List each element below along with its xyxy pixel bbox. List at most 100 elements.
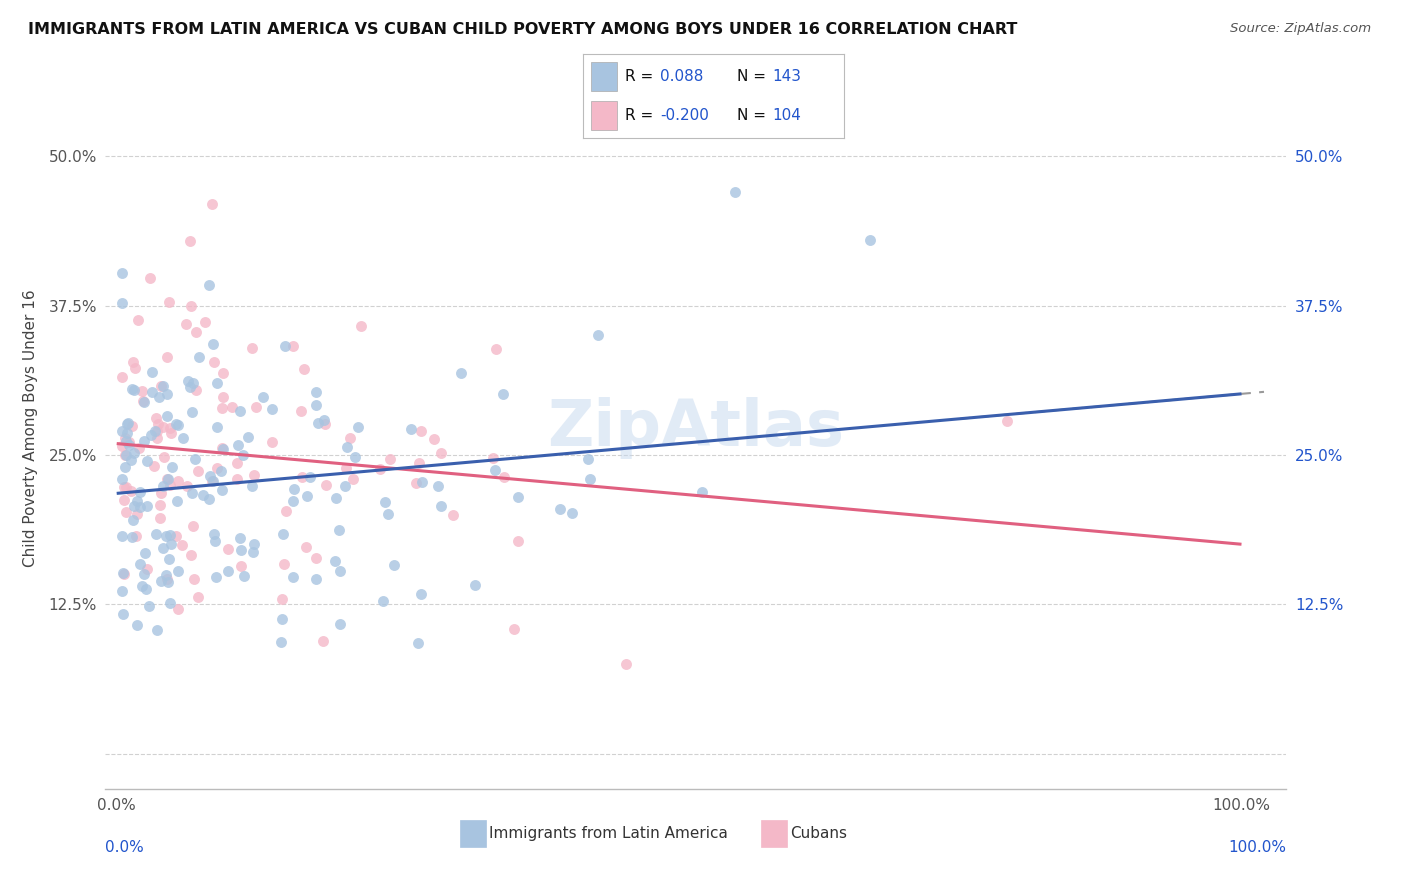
Point (122, 384, 145, 398)
Point (121, 418, 143, 433)
Point (134, 395, 156, 409)
Point (290, 404, 312, 418)
Point (146, 623, 169, 637)
Point (184, 326, 207, 340)
Point (141, 385, 163, 400)
Point (201, 474, 224, 488)
Point (112, 567, 135, 582)
Point (180, 486, 202, 500)
Point (325, 491, 347, 505)
Point (115, 425, 138, 440)
Text: R =: R = (626, 69, 654, 84)
Point (305, 550, 328, 565)
Point (120, 453, 142, 467)
Point (225, 471, 247, 485)
Point (315, 478, 337, 492)
Point (276, 503, 298, 517)
Point (115, 417, 138, 431)
Point (198, 277, 221, 292)
Point (202, 527, 225, 541)
Point (111, 296, 134, 310)
Point (153, 450, 176, 465)
Point (429, 446, 451, 460)
Point (172, 538, 194, 552)
Point (117, 416, 139, 430)
Point (156, 350, 179, 364)
Point (484, 462, 506, 476)
Point (111, 369, 134, 384)
Point (198, 468, 221, 483)
Point (121, 382, 143, 396)
Point (184, 451, 207, 466)
Bar (460, 820, 485, 847)
Point (114, 460, 136, 475)
Point (273, 557, 295, 571)
Point (135, 499, 157, 513)
Point (152, 541, 174, 556)
Point (252, 390, 274, 404)
Point (127, 618, 149, 632)
Point (238, 430, 260, 444)
Point (270, 591, 292, 606)
Point (181, 519, 204, 533)
Point (503, 622, 526, 636)
Point (121, 355, 143, 369)
Point (152, 419, 174, 434)
Point (209, 464, 232, 478)
Point (283, 482, 305, 496)
Point (450, 366, 472, 380)
Point (159, 528, 181, 542)
Point (187, 464, 209, 478)
Point (181, 376, 204, 390)
Point (111, 566, 134, 580)
Point (305, 572, 328, 586)
Point (350, 318, 373, 333)
Point (548, 502, 571, 516)
Point (149, 498, 172, 512)
Text: 100.0%: 100.0% (1229, 840, 1286, 855)
Point (135, 453, 157, 467)
Point (111, 583, 134, 598)
Point (114, 448, 136, 462)
Point (295, 489, 318, 503)
Point (128, 500, 150, 514)
Point (201, 197, 224, 211)
Point (374, 495, 396, 509)
Point (371, 594, 394, 608)
Point (166, 602, 188, 616)
Point (225, 456, 247, 470)
Text: N =: N = (737, 69, 766, 84)
Point (157, 552, 180, 566)
Point (146, 417, 169, 431)
Point (139, 271, 162, 285)
Point (111, 529, 134, 543)
Point (156, 472, 179, 486)
Point (120, 484, 142, 499)
Point (329, 564, 352, 578)
Point (179, 235, 201, 249)
Point (482, 451, 505, 466)
Point (226, 438, 249, 452)
Point (172, 431, 194, 445)
Point (295, 540, 318, 554)
Point (339, 431, 361, 445)
Point (406, 636, 429, 650)
Point (181, 405, 204, 419)
Text: -0.200: -0.200 (661, 108, 709, 123)
Point (294, 362, 316, 376)
Point (165, 529, 187, 543)
Point (205, 420, 228, 434)
FancyBboxPatch shape (592, 62, 617, 91)
Point (281, 493, 304, 508)
Point (156, 472, 179, 486)
Point (115, 480, 138, 494)
Point (159, 596, 181, 610)
Point (132, 434, 155, 448)
Point (125, 507, 148, 521)
Point (114, 434, 136, 449)
Point (411, 475, 433, 490)
Point (408, 456, 430, 470)
Point (202, 354, 225, 368)
Point (576, 452, 599, 467)
Point (179, 380, 201, 394)
